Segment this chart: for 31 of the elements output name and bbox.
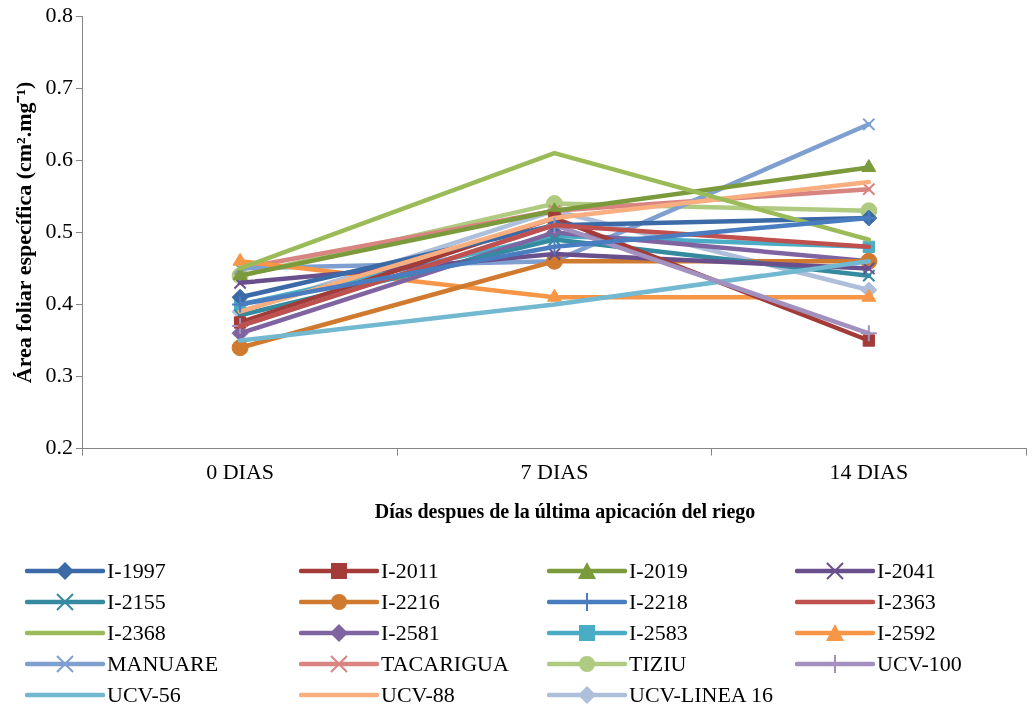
x-axis-title: Días despues de la última apicación del riego — [373, 500, 757, 523]
legend-label: UCV-LINEA 16 — [629, 682, 774, 708]
legend-label: I-1997 — [107, 558, 166, 584]
legend-label: I-2218 — [629, 589, 688, 615]
legend-label: I-2216 — [381, 589, 440, 615]
legend-label: UCV-56 — [107, 682, 181, 708]
legend-label: I-2011 — [381, 558, 439, 584]
y-tick-label: 0.3 — [45, 362, 73, 388]
y-tick-label: 0.2 — [45, 434, 73, 460]
legend-label: I-2583 — [629, 620, 688, 646]
legend-label: I-2041 — [877, 558, 936, 584]
y-axis-title: Área foliar específica (cm².mg⁻¹) — [10, 81, 36, 384]
legend-label: I-2363 — [877, 589, 936, 615]
x-tick-label: 14 DIAS — [829, 458, 909, 484]
y-tick-label: 0.5 — [45, 218, 73, 244]
y-tick-label: 0.7 — [45, 74, 73, 100]
legend-label: UCV-100 — [877, 651, 962, 677]
legend-label: I-2592 — [877, 620, 936, 646]
y-tick-label: 0.8 — [45, 1, 73, 27]
y-tick-label: 0.6 — [45, 146, 73, 172]
x-tick-label: 0 DIAS — [206, 458, 275, 484]
legend-label: I-2368 — [107, 620, 166, 646]
legend-label: TACARIGUA — [381, 651, 509, 677]
legend-label: UCV-88 — [381, 682, 455, 708]
x-tick-label: 7 DIAS — [520, 458, 589, 484]
legend-label: TIZIU — [629, 651, 687, 677]
y-tick-label: 0.4 — [45, 290, 73, 316]
legend-label: I-2019 — [629, 558, 688, 584]
legend-label: I-2155 — [107, 589, 166, 615]
legend-label: I-2581 — [381, 620, 440, 646]
legend-label: MANUARE — [107, 651, 219, 677]
